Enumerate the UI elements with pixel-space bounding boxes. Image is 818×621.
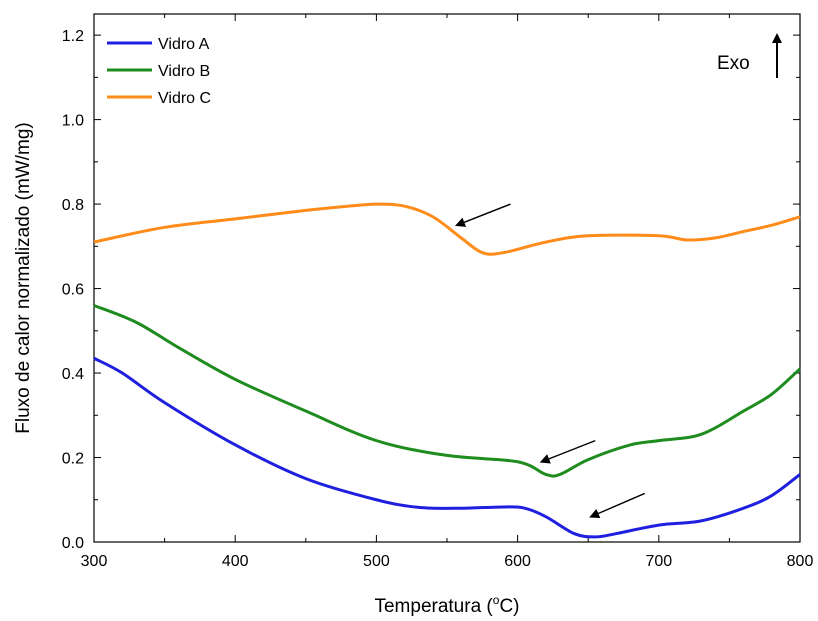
x-tick-label: 400 <box>222 553 249 570</box>
x-tick-label: 800 <box>787 553 814 570</box>
arrows <box>455 203 645 519</box>
annotation-arrow-icon <box>539 439 596 464</box>
x-tick-label: 700 <box>645 553 672 570</box>
x-tick-label: 600 <box>504 553 531 570</box>
y-tick-label: 1.0 <box>62 113 84 130</box>
y-tick-label: 0.0 <box>62 535 84 552</box>
series-line-vidro-b <box>93 304 802 478</box>
tick-labels: 300 400 500 600 700 800 0.0 0.2 0.4 0.6 0.8 1.0 1.2 <box>62 28 814 570</box>
series-lines <box>93 202 802 539</box>
annotation-arrow-icon <box>455 203 511 227</box>
axis-ticks <box>93 14 801 543</box>
exo-label: Exo <box>717 53 750 74</box>
legend-label-vidro-c: Vidro C <box>158 90 211 107</box>
x-axis-title-main: Temperatura ( <box>374 596 493 617</box>
series-line-vidro-c <box>93 202 801 256</box>
y-tick-label: 0.6 <box>62 282 84 299</box>
x-tick-label: 500 <box>363 553 390 570</box>
y-tick-label: 1.2 <box>62 28 84 45</box>
y-tick-label: 0.2 <box>62 451 84 468</box>
x-tick-label: 300 <box>81 553 108 570</box>
x-axis-title-sup: o <box>493 593 500 607</box>
y-tick-label: 0.8 <box>62 197 84 214</box>
y-tick-label: 0.4 <box>62 366 84 383</box>
legend-label-vidro-a: Vidro A <box>158 36 210 53</box>
x-axis-title-suffix: C) <box>499 596 519 617</box>
x-axis-title: Temperatura (oC) <box>374 593 519 617</box>
annotation-arrow-icon <box>589 492 645 519</box>
legend: Vidro A Vidro B Vidro C <box>107 36 211 107</box>
legend-label-vidro-b: Vidro B <box>158 63 210 80</box>
y-axis-title: Fluxo de calor normalizado (mW/mg) <box>13 122 34 433</box>
series-line-vidro-a <box>93 356 801 539</box>
